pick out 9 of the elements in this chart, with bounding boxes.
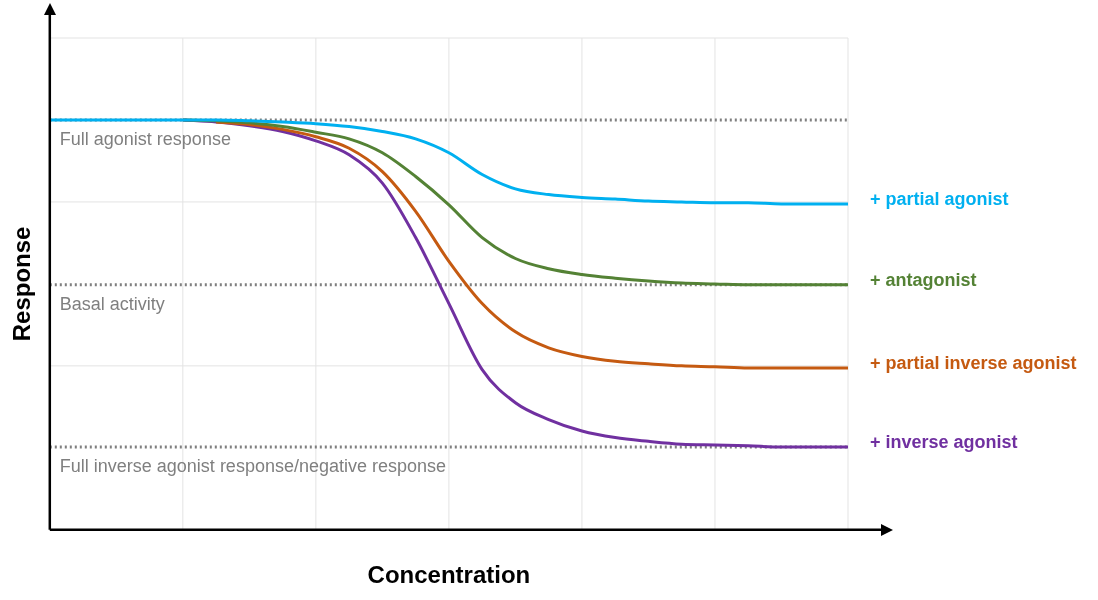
x-axis-title: Concentration [367, 561, 531, 589]
series-label: + antagonist [870, 269, 977, 290]
ref-line-label: Full agonist response [59, 128, 231, 149]
series-label: + inverse agonist [870, 431, 1018, 452]
series-label: + partial inverse agonist [870, 352, 1077, 373]
ref-line-label: Basal activity [59, 293, 165, 314]
y-axis-title: Response [8, 226, 36, 342]
ref-line-label: Full inverse agonist response/negative response [59, 455, 447, 476]
series-label: + partial agonist [870, 188, 1009, 209]
